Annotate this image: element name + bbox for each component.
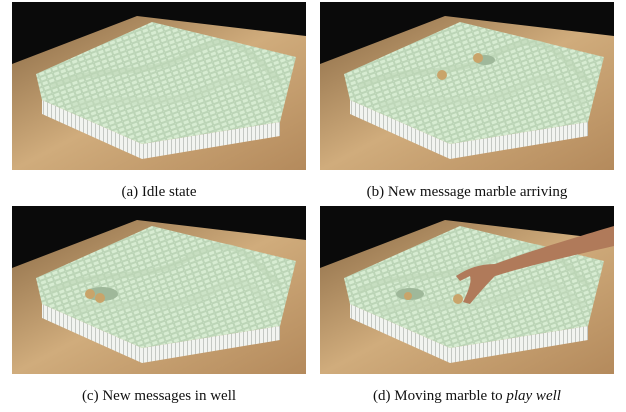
caption: (d) Moving marble to play well bbox=[312, 388, 622, 405]
caption: (a) Idle state bbox=[121, 184, 197, 200]
photo-moving bbox=[320, 206, 614, 374]
caption-emphasis: play well bbox=[506, 388, 561, 404]
caption: (b) New message marble arriving bbox=[366, 184, 568, 200]
photo-idle bbox=[12, 2, 306, 170]
photo-arriving bbox=[320, 2, 614, 170]
photo-well bbox=[12, 206, 306, 374]
caption: (c) New messages in well bbox=[81, 388, 237, 404]
caption-text: (d) Moving marble to bbox=[373, 388, 503, 404]
